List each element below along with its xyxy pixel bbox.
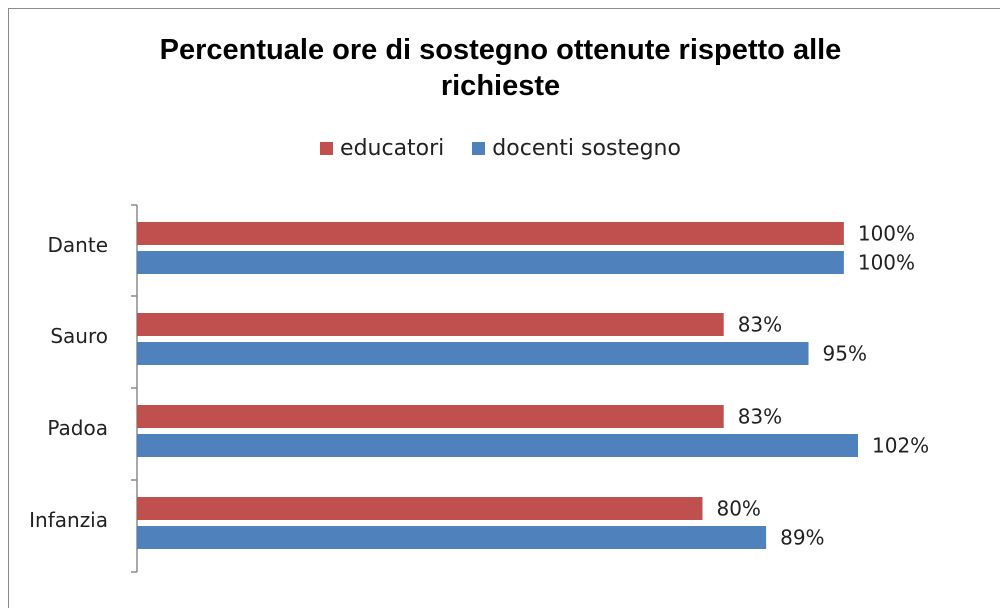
data-label-docenti-sostegno-infanzia: 89%	[780, 526, 824, 550]
legend-label-educatori: educatori	[340, 136, 445, 161]
chart-title-line-2: richieste	[440, 70, 561, 102]
data-label-educatori-infanzia: 80%	[716, 497, 760, 521]
data-label-docenti-sostegno-padoa: 102%	[872, 434, 929, 458]
bar-educatori-dante	[137, 222, 844, 245]
bar-educatori-padoa	[137, 405, 724, 428]
legend-label-docenti-sostegno: docenti sostegno	[492, 136, 681, 161]
bar-docenti-sostegno-infanzia	[137, 526, 767, 549]
data-label-educatori-dante: 100%	[858, 222, 915, 246]
category-label-infanzia: Infanzia	[29, 508, 108, 532]
data-label-docenti-sostegno-sauro: 95%	[823, 342, 867, 366]
chart-title-line-1: Percentuale ore di sostegno ottenute ris…	[159, 34, 842, 66]
legend-swatch-educatori	[320, 142, 334, 155]
legend-swatch-docenti-sostegno	[472, 142, 486, 155]
legend-item-educatori: educatori	[320, 136, 444, 161]
category-label-padoa: Padoa	[47, 416, 108, 440]
data-label-educatori-padoa: 83%	[738, 405, 782, 429]
bar-docenti-sostegno-dante	[137, 251, 844, 274]
bar-docenti-sostegno-padoa	[137, 434, 858, 457]
chart-title: Percentuale ore di sostegno ottenute ris…	[0, 32, 1001, 104]
data-label-docenti-sostegno-dante: 100%	[858, 251, 915, 275]
category-label-sauro: Sauro	[50, 324, 108, 348]
bar-educatori-sauro	[137, 313, 724, 336]
chart-legend: educatori docenti sostegno	[0, 136, 1001, 161]
chart-frame	[8, 8, 1000, 608]
bar-docenti-sostegno-sauro	[137, 342, 809, 365]
legend-item-docenti-sostegno: docenti sostegno	[472, 136, 681, 161]
chart-plot: Dante 100% 100% Sauro 83% 95% Padoa 83% 102% Infa…	[29, 204, 929, 573]
category-label-dante: Dante	[48, 233, 108, 257]
bar-educatori-infanzia	[137, 497, 703, 520]
data-label-educatori-sauro: 83%	[738, 313, 782, 337]
